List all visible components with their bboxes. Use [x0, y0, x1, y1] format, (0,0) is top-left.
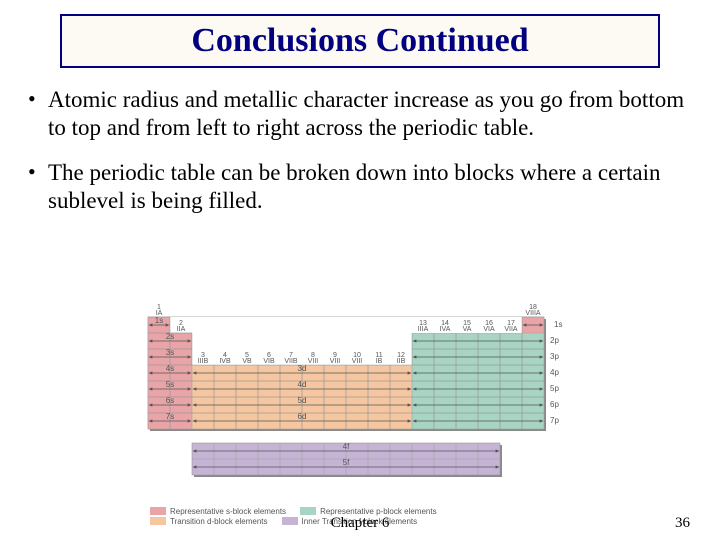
svg-text:VIB: VIB [263, 358, 275, 365]
svg-text:6s: 6s [166, 396, 174, 405]
svg-text:5s: 5s [166, 380, 174, 389]
svg-text:IIB: IIB [397, 358, 406, 365]
svg-text:6p: 6p [550, 400, 559, 409]
bullet-list: Atomic radius and metallic character inc… [24, 86, 696, 214]
svg-text:IVB: IVB [219, 358, 231, 365]
svg-text:5p: 5p [550, 384, 559, 393]
svg-text:IIIA: IIIA [418, 326, 429, 333]
svg-text:5f: 5f [343, 458, 350, 467]
svg-text:VA: VA [463, 326, 472, 333]
svg-text:2s: 2s [166, 332, 174, 341]
svg-text:3p: 3p [550, 352, 559, 361]
svg-text:6d: 6d [298, 412, 307, 421]
svg-text:4s: 4s [166, 364, 174, 373]
svg-text:IB: IB [376, 358, 383, 365]
svg-text:7s: 7s [166, 412, 174, 421]
svg-text:IIA: IIA [177, 326, 186, 333]
svg-text:VIII: VIII [308, 358, 319, 365]
svg-text:VIA: VIA [483, 326, 495, 333]
svg-text:1s: 1s [155, 316, 163, 325]
svg-text:VIIA: VIIA [504, 326, 518, 333]
svg-text:VB: VB [242, 358, 252, 365]
svg-text:3s: 3s [166, 348, 174, 357]
footer-chapter: Chapter 6 [0, 515, 720, 532]
svg-text:3d: 3d [298, 364, 307, 373]
periodic-table-svg: 1IA2IIA3IIIB4IVB5VB6VIB7VIIB8VIII9VIII10… [130, 299, 590, 517]
svg-text:VIIB: VIIB [284, 358, 298, 365]
footer-page: 36 [675, 515, 690, 532]
legend-swatch [300, 507, 316, 515]
svg-text:7p: 7p [550, 416, 559, 425]
periodic-table-diagram: 1IA2IIA3IIIB4IVB5VB6VIB7VIIB8VIII9VIII10… [130, 299, 590, 517]
svg-text:VIIIA: VIIIA [525, 310, 541, 317]
svg-text:VIII: VIII [330, 358, 341, 365]
svg-text:4p: 4p [550, 368, 559, 377]
title-box: Conclusions Continued [60, 14, 660, 68]
svg-text:IVA: IVA [440, 326, 451, 333]
svg-text:IIIB: IIIB [198, 358, 209, 365]
svg-text:4d: 4d [298, 380, 307, 389]
legend-swatch [150, 507, 166, 515]
svg-text:4f: 4f [343, 442, 350, 451]
slide-title: Conclusions Continued [62, 22, 658, 60]
svg-text:5d: 5d [298, 396, 307, 405]
svg-text:1s: 1s [554, 320, 562, 329]
svg-text:2p: 2p [550, 336, 559, 345]
svg-text:VIII: VIII [352, 358, 363, 365]
bullet-item: The periodic table can be broken down in… [24, 159, 696, 214]
bullet-item: Atomic radius and metallic character inc… [24, 86, 696, 141]
